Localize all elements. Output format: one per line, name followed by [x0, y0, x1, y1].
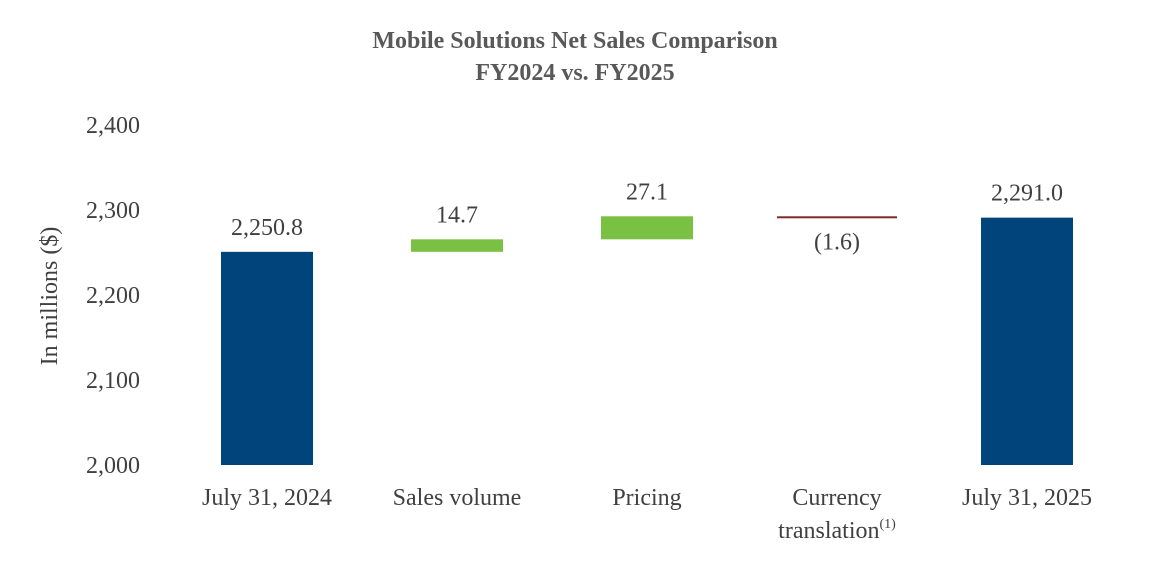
bar-total-4	[981, 217, 1073, 465]
bar-decrease-3	[777, 216, 897, 219]
y-axis-ticks: 2,000 2,100 2,200 2,300 2,400	[86, 113, 140, 479]
bars-group	[221, 216, 1073, 465]
data-label: (1.6)	[814, 230, 860, 256]
bar-increase-2	[601, 216, 693, 240]
data-label: 2,291.0	[991, 181, 1063, 207]
y-tick-label: 2,300	[86, 198, 140, 224]
y-tick-label: 2,400	[86, 113, 140, 139]
data-labels-group: 2,250.8 14.7 27.1 (1.6) 2,291.0	[231, 179, 1063, 255]
category-label-line2: translation(1)	[778, 517, 896, 544]
y-axis-label: In millions ($)	[37, 227, 63, 366]
bar-increase-1	[411, 239, 503, 252]
category-label: Pricing	[612, 485, 681, 511]
footnote-superscript: (1)	[879, 517, 896, 532]
y-tick-label: 2,000	[86, 453, 140, 479]
category-label: July 31, 2024	[202, 485, 332, 511]
category-label: Currency	[792, 485, 881, 511]
category-label: Sales volume	[393, 485, 522, 511]
chart-subtitle: FY2024 vs. FY2025	[475, 60, 674, 86]
category-label: July 31, 2025	[962, 485, 1092, 511]
data-label: 14.7	[436, 202, 478, 228]
y-tick-label: 2,200	[86, 283, 140, 309]
data-label: 27.1	[626, 179, 668, 205]
category-labels-group: July 31, 2024 Sales volume Pricing Currency…	[202, 485, 1092, 544]
bar-total-0	[221, 251, 313, 465]
chart-title: Mobile Solutions Net Sales Comparison	[372, 28, 777, 54]
y-tick-label: 2,100	[86, 368, 140, 394]
data-label: 2,250.8	[231, 215, 303, 241]
